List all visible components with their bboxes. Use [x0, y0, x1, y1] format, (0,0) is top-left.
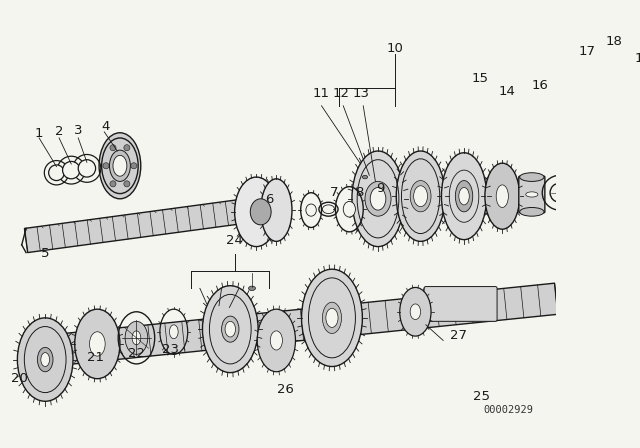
- Text: 9: 9: [376, 182, 385, 195]
- Ellipse shape: [362, 175, 367, 179]
- Ellipse shape: [301, 269, 362, 366]
- Text: 16: 16: [531, 79, 548, 92]
- Ellipse shape: [17, 318, 73, 401]
- Ellipse shape: [99, 133, 141, 199]
- Circle shape: [103, 163, 109, 169]
- Circle shape: [110, 145, 116, 151]
- Ellipse shape: [323, 302, 342, 333]
- Circle shape: [124, 181, 130, 187]
- Text: 14: 14: [498, 86, 515, 99]
- Ellipse shape: [496, 185, 508, 207]
- Text: 3: 3: [74, 124, 83, 137]
- Ellipse shape: [370, 188, 386, 210]
- Ellipse shape: [520, 173, 544, 181]
- FancyBboxPatch shape: [519, 176, 545, 213]
- Ellipse shape: [343, 202, 355, 217]
- Circle shape: [110, 181, 116, 187]
- Text: 18: 18: [605, 35, 622, 48]
- Ellipse shape: [113, 155, 127, 176]
- Text: 11: 11: [313, 87, 330, 100]
- Ellipse shape: [225, 321, 236, 337]
- Circle shape: [78, 159, 95, 177]
- Polygon shape: [46, 283, 557, 366]
- Text: 8: 8: [355, 186, 363, 199]
- Text: 22: 22: [128, 347, 145, 360]
- Ellipse shape: [410, 181, 431, 212]
- Ellipse shape: [37, 347, 53, 372]
- Text: 10: 10: [387, 42, 404, 55]
- Text: 25: 25: [473, 390, 490, 403]
- Text: 19: 19: [635, 52, 640, 65]
- Text: 27: 27: [451, 329, 467, 342]
- Ellipse shape: [125, 321, 148, 354]
- Text: 26: 26: [276, 383, 294, 396]
- Ellipse shape: [410, 304, 420, 319]
- Ellipse shape: [326, 308, 338, 327]
- Ellipse shape: [306, 204, 316, 216]
- Ellipse shape: [221, 316, 239, 342]
- Text: 6: 6: [265, 193, 273, 206]
- Polygon shape: [24, 198, 253, 253]
- Text: 13: 13: [352, 87, 369, 100]
- Circle shape: [131, 163, 137, 169]
- Text: 5: 5: [41, 247, 49, 260]
- Ellipse shape: [132, 331, 141, 345]
- Text: 12: 12: [333, 87, 350, 100]
- Ellipse shape: [270, 331, 282, 350]
- Ellipse shape: [413, 186, 428, 207]
- Ellipse shape: [109, 150, 131, 181]
- Ellipse shape: [400, 288, 431, 336]
- Ellipse shape: [202, 286, 258, 373]
- Ellipse shape: [235, 177, 278, 246]
- Text: 17: 17: [579, 45, 596, 58]
- Ellipse shape: [525, 192, 538, 197]
- Circle shape: [63, 161, 80, 179]
- Text: 23: 23: [162, 343, 179, 356]
- Circle shape: [124, 145, 130, 151]
- Ellipse shape: [41, 353, 49, 366]
- Text: 20: 20: [11, 372, 28, 385]
- Text: 2: 2: [55, 125, 63, 138]
- Ellipse shape: [260, 179, 292, 241]
- Ellipse shape: [75, 309, 120, 379]
- Ellipse shape: [352, 151, 404, 246]
- Ellipse shape: [90, 332, 105, 356]
- Ellipse shape: [520, 207, 544, 216]
- Ellipse shape: [485, 163, 520, 229]
- Ellipse shape: [459, 188, 469, 205]
- Text: 7: 7: [330, 186, 339, 199]
- Ellipse shape: [248, 286, 255, 290]
- Text: 15: 15: [472, 72, 489, 85]
- Ellipse shape: [250, 199, 271, 225]
- Ellipse shape: [257, 309, 296, 372]
- Text: 21: 21: [87, 351, 104, 364]
- Text: 1: 1: [35, 127, 44, 140]
- Text: 4: 4: [102, 120, 110, 133]
- Text: 00002929: 00002929: [483, 405, 533, 415]
- Ellipse shape: [442, 153, 486, 240]
- Ellipse shape: [455, 181, 473, 212]
- Circle shape: [49, 165, 64, 181]
- FancyBboxPatch shape: [424, 287, 497, 321]
- Ellipse shape: [170, 325, 178, 339]
- Circle shape: [550, 183, 569, 202]
- Text: 24: 24: [226, 234, 243, 247]
- Circle shape: [577, 186, 591, 200]
- Ellipse shape: [365, 181, 391, 216]
- Ellipse shape: [323, 205, 335, 214]
- Ellipse shape: [396, 151, 445, 241]
